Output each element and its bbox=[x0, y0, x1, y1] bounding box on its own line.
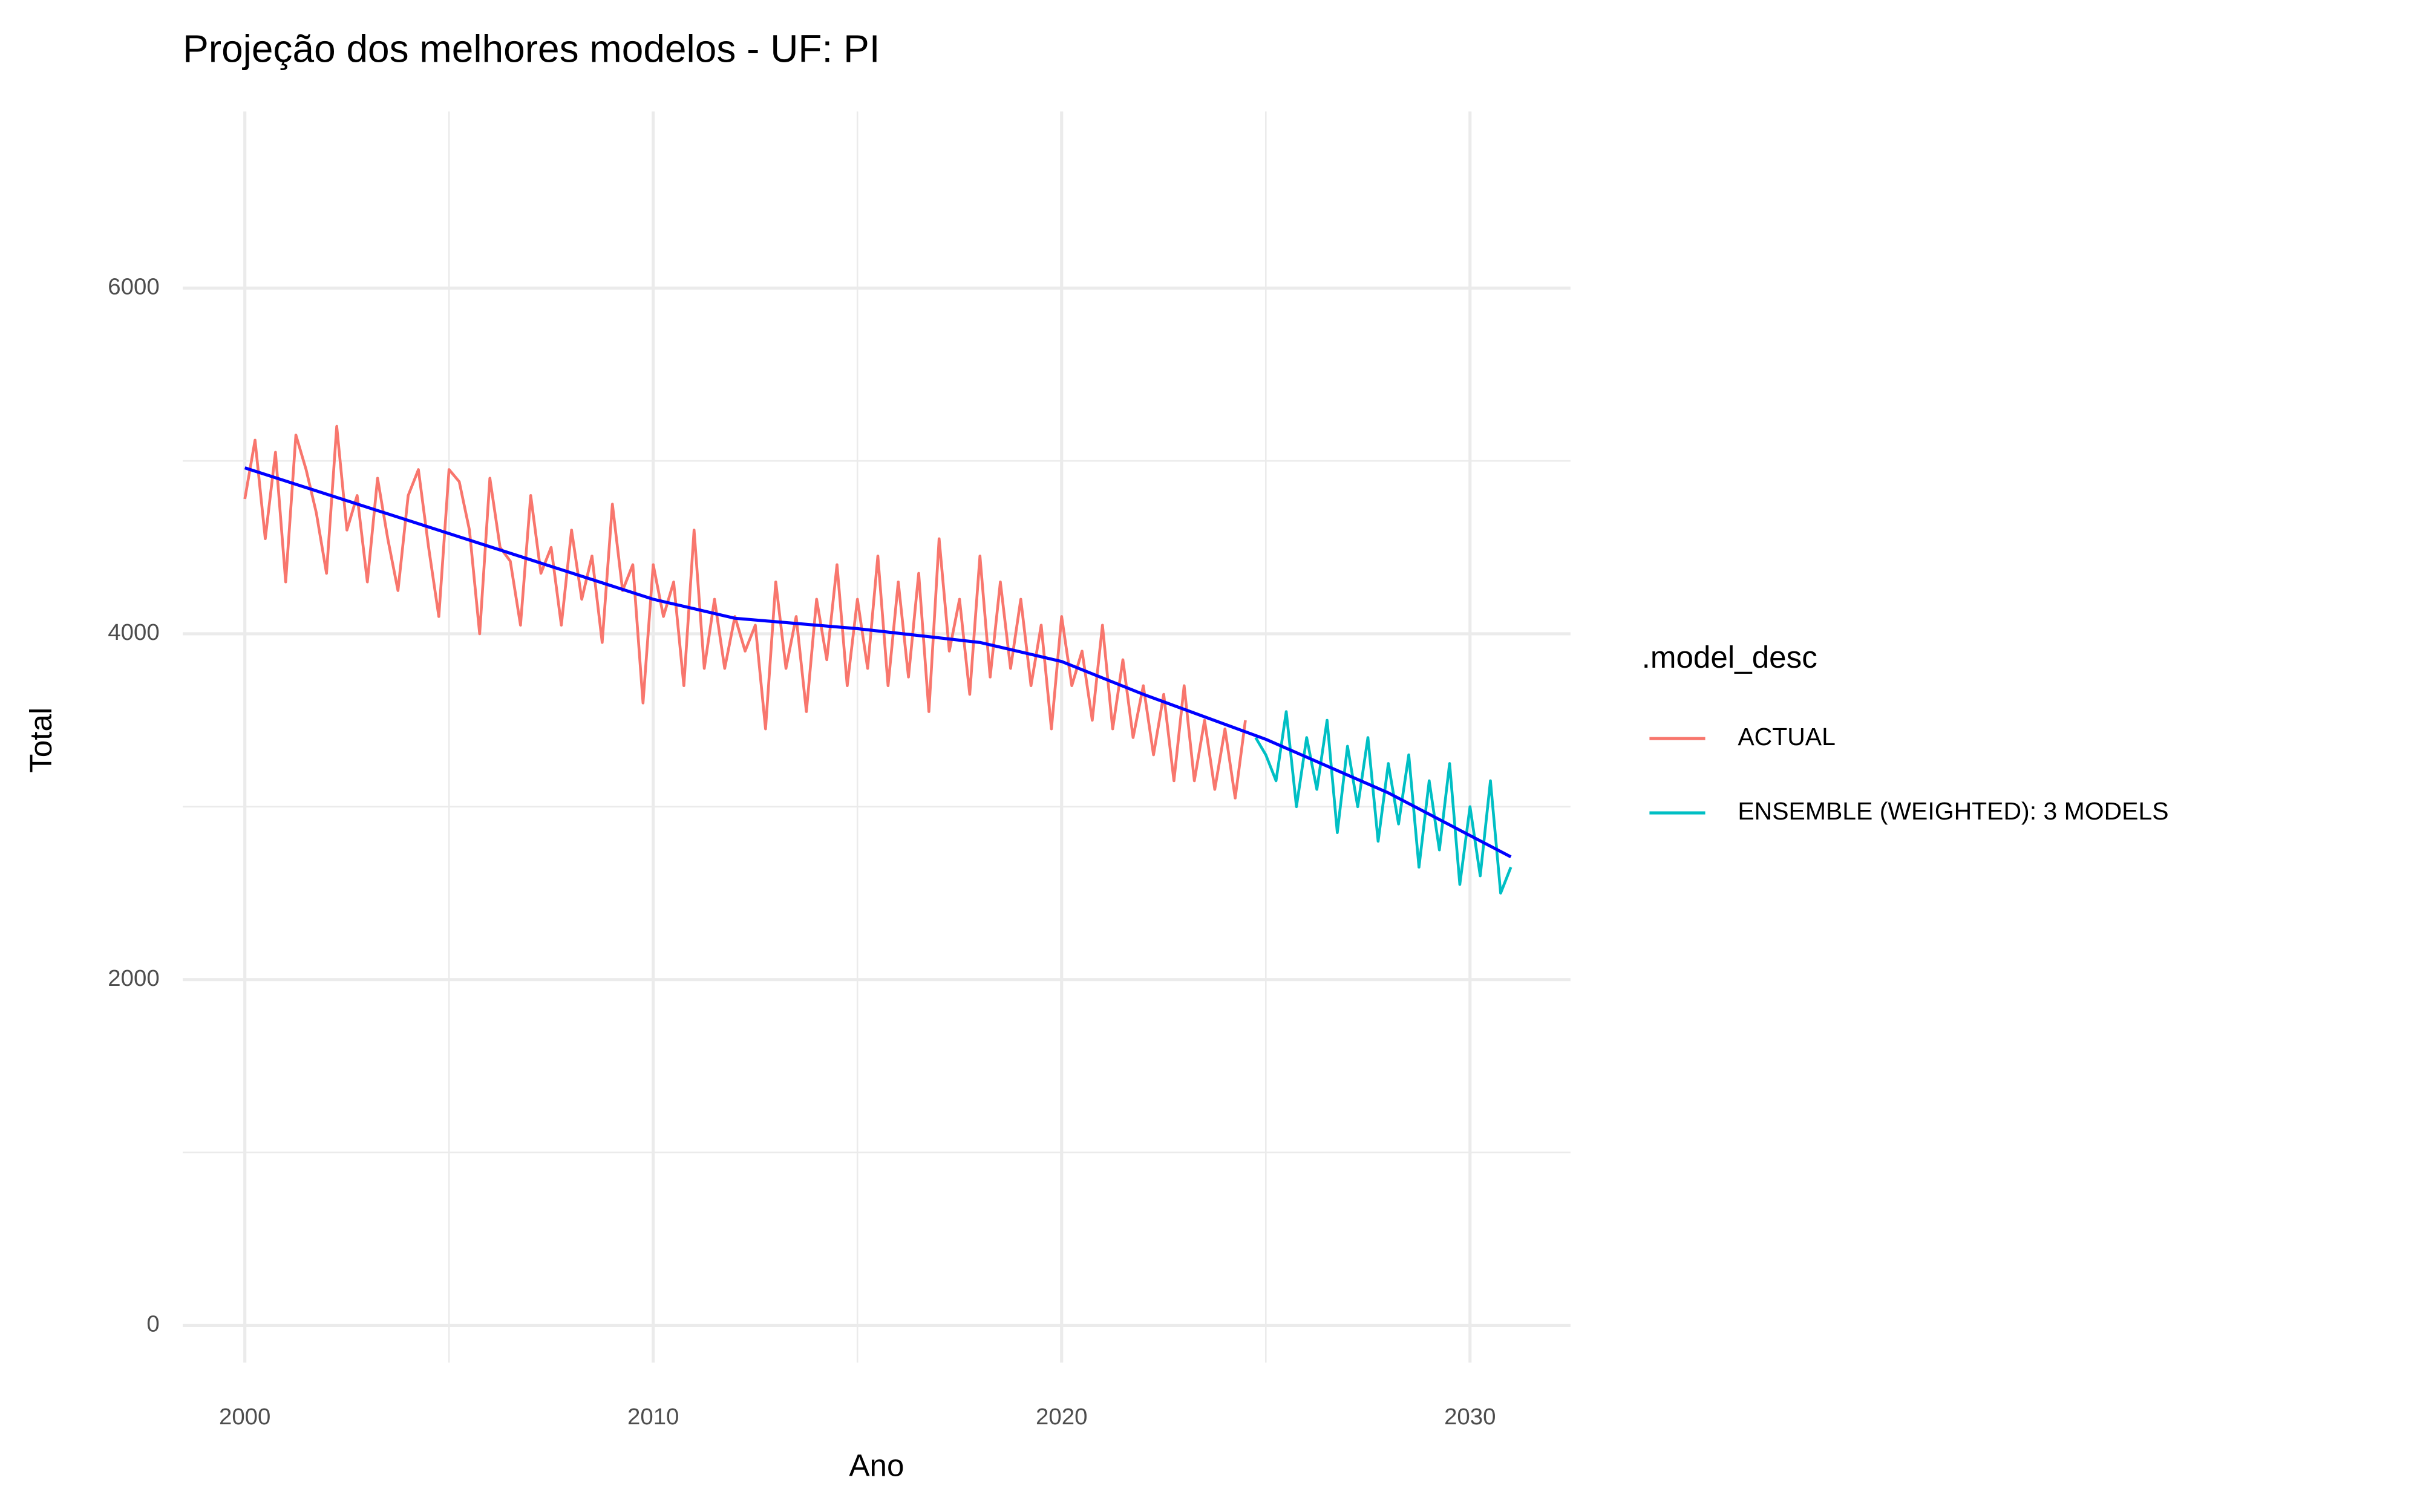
y-tick-label: 0 bbox=[146, 1311, 159, 1337]
series-line bbox=[1254, 710, 1512, 895]
y-tick-label: 2000 bbox=[108, 965, 159, 991]
legend-label: ACTUAL bbox=[1738, 723, 1836, 751]
y-axis-title: Total bbox=[24, 708, 58, 773]
series-line bbox=[243, 425, 1247, 800]
x-axis-title: Ano bbox=[849, 1448, 904, 1482]
legend-label: ENSEMBLE (WEIGHTED): 3 MODELS bbox=[1738, 797, 2168, 825]
x-tick-label: 2020 bbox=[1036, 1404, 1087, 1430]
x-tick-label: 2010 bbox=[627, 1404, 679, 1430]
x-tick-label: 2000 bbox=[219, 1404, 270, 1430]
legend-title: .model_desc bbox=[1642, 640, 1817, 674]
trend-line bbox=[244, 466, 1512, 859]
y-tick-label: 6000 bbox=[108, 273, 159, 299]
y-tick-label: 4000 bbox=[108, 619, 159, 645]
x-tick-label: 2030 bbox=[1444, 1404, 1496, 1430]
chart-title: Projeção dos melhores modelos - UF: PI bbox=[183, 27, 880, 70]
